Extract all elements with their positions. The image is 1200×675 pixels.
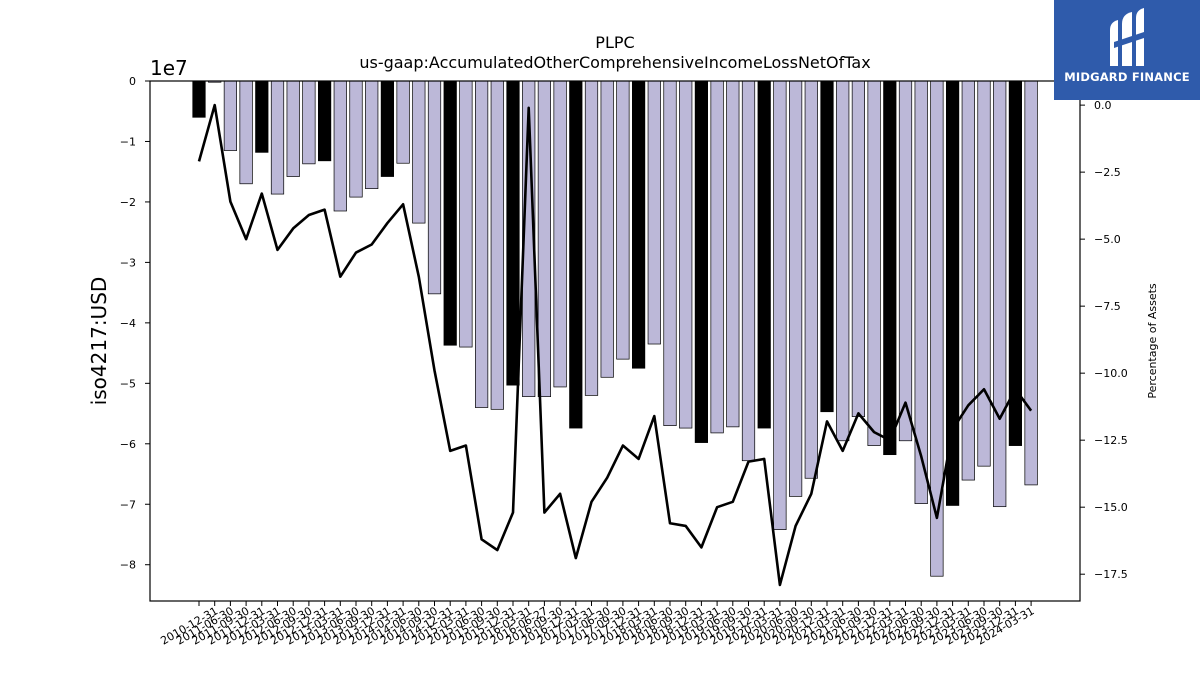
y-tick-label: −6 bbox=[120, 438, 136, 451]
bar-2015-06-30 bbox=[475, 80, 489, 408]
bar-2022-12-31 bbox=[945, 80, 960, 506]
y-tick-label: −3 bbox=[120, 256, 136, 269]
bar-2012-09-30 bbox=[302, 80, 316, 165]
y2-tick-label: −12.5 bbox=[1094, 434, 1128, 447]
bar-2012-12-31 bbox=[318, 80, 332, 162]
bar-2011-09-30 bbox=[239, 80, 253, 185]
brand-name: MIDGARD FINANCE bbox=[1064, 70, 1190, 84]
bar-2012-03-31 bbox=[270, 80, 285, 195]
y-tick-label: 0 bbox=[129, 75, 136, 88]
bar-2016-12-31 bbox=[569, 80, 583, 429]
bar-series bbox=[192, 80, 1038, 577]
y-scale-multiplier: 1e7 bbox=[150, 56, 188, 80]
y-tick-label: −1 bbox=[120, 135, 136, 148]
bar-2016-09-24 bbox=[553, 80, 567, 388]
chart-subtitle: us-gaap:AccumulatedOtherComprehensiveInc… bbox=[359, 53, 870, 72]
bar-2020-12-31 bbox=[820, 80, 834, 413]
line-series bbox=[197, 103, 1033, 587]
bar-2021-03-31 bbox=[836, 80, 850, 442]
bar-2024-03-31 bbox=[1024, 80, 1038, 486]
y-axis: 0 −1 −2 −3 −4 −5 −6 −7 −8 bbox=[120, 75, 150, 572]
y2-tick-label: −7.5 bbox=[1094, 300, 1121, 313]
percentage-of-assets-line bbox=[197, 103, 1033, 587]
y2-tick-label: −5.0 bbox=[1094, 233, 1121, 246]
bar-2011-12-31 bbox=[255, 80, 269, 153]
bar-2017-09-30 bbox=[616, 80, 630, 360]
bar-2017-06-30 bbox=[600, 80, 614, 378]
bar-2018-09-30 bbox=[679, 80, 693, 429]
bar-2013-12-31 bbox=[380, 80, 394, 177]
bar-2012-06-30 bbox=[286, 80, 300, 177]
bar-2019-06-30 bbox=[726, 80, 740, 428]
bar-2020-06-30 bbox=[788, 80, 803, 497]
bar-2014-12-31 bbox=[443, 80, 457, 346]
x-axis: 2010-12-312011-06-302011-09-302011-12-31… bbox=[158, 601, 1037, 648]
chart-title: PLPC bbox=[595, 33, 634, 52]
bar-2022-03-31 bbox=[898, 80, 913, 442]
bar-2021-12-31 bbox=[883, 80, 897, 456]
bar-2020-03-31 bbox=[773, 80, 787, 530]
bar-2015-12-31 bbox=[506, 80, 520, 386]
brand-logo: MIDGARD FINANCE bbox=[1054, 0, 1200, 100]
bar-2021-06-30 bbox=[851, 80, 866, 417]
y-tick-label: −5 bbox=[120, 377, 136, 390]
bar-2023-06-30 bbox=[977, 80, 991, 467]
y2-tick-label: −2.5 bbox=[1094, 166, 1121, 179]
bar-2019-09-30 bbox=[741, 80, 756, 462]
y2-tick-label: −10.0 bbox=[1094, 367, 1128, 380]
y2-axis: 0.0 −2.5 −5.0 −7.5 −10.0 −12.5 −15.0 −17.5 bbox=[1080, 99, 1128, 581]
bar-2019-12-31 bbox=[757, 80, 771, 429]
y-tick-label: −7 bbox=[120, 498, 136, 511]
bar-2017-12-31 bbox=[631, 80, 646, 369]
bar-2013-03-31 bbox=[333, 80, 347, 212]
y-axis-label: iso4217:USD bbox=[87, 277, 111, 406]
bar-2018-06-30 bbox=[663, 80, 677, 426]
bar-2014-03-31 bbox=[396, 80, 410, 164]
y2-tick-label: −15.0 bbox=[1094, 501, 1128, 514]
bar-2017-03-31 bbox=[584, 80, 599, 396]
bar-2014-09-30 bbox=[427, 80, 442, 295]
bar-2020-09-30 bbox=[804, 80, 818, 479]
y2-tick-label: 0.0 bbox=[1094, 99, 1112, 112]
bar-2010-12-31 bbox=[192, 80, 206, 118]
bar-2015-09-30 bbox=[490, 80, 504, 410]
bar-2023-09-30 bbox=[993, 80, 1007, 508]
y-tick-label: −8 bbox=[120, 559, 136, 572]
y2-axis-label: Percentage of Assets bbox=[1146, 283, 1159, 399]
bar-2023-03-31 bbox=[961, 80, 975, 481]
bar-2018-03-31 bbox=[647, 80, 661, 345]
bar-2013-09-30 bbox=[365, 80, 379, 189]
bar-2018-12-31 bbox=[694, 80, 709, 443]
bar-2011-06-30 bbox=[223, 80, 237, 151]
y-tick-label: −4 bbox=[120, 317, 136, 330]
bar-2014-06-30 bbox=[412, 80, 426, 224]
bar-2016-06-25 bbox=[537, 80, 552, 397]
bar-2019-03-31 bbox=[710, 80, 724, 434]
y2-tick-label: −17.5 bbox=[1094, 568, 1128, 581]
logo-mark-icon bbox=[1110, 8, 1144, 66]
bar-2021-09-30 bbox=[867, 80, 881, 446]
bar-2013-06-30 bbox=[349, 80, 363, 198]
y-tick-label: −2 bbox=[120, 196, 136, 209]
plot-frame bbox=[149, 80, 1081, 602]
bar-2015-03-31 bbox=[459, 80, 473, 348]
